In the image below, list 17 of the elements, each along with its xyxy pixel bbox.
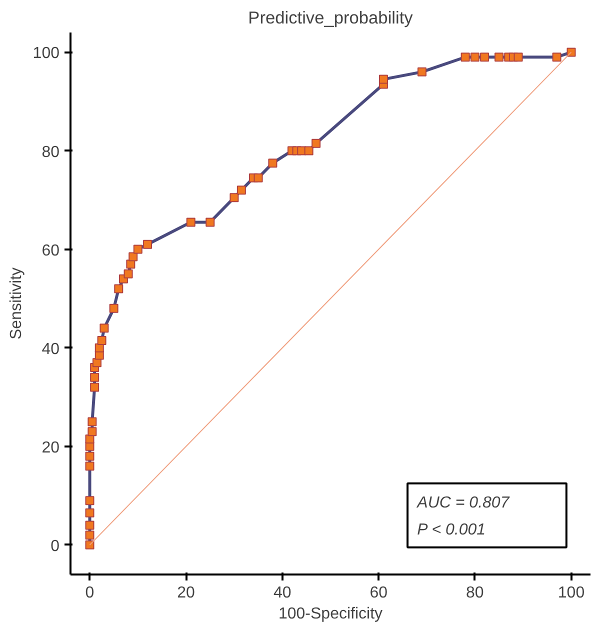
x-tick-label: 60 [370, 584, 388, 602]
y-tick-label: 80 [42, 144, 60, 161]
x-tick-label: 100 [558, 584, 585, 602]
y-axis-title: Sensitivity [8, 267, 25, 340]
x-tick-label: 0 [85, 584, 94, 602]
x-tick-label: 20 [177, 584, 196, 602]
annotation: P < 0.001 [417, 522, 486, 539]
x-tick-label: 80 [466, 584, 484, 602]
y-tick-label: 0 [50, 538, 60, 555]
x-axis-title: 100-Specificity [278, 606, 383, 622]
y-tick-label: 60 [42, 242, 60, 260]
x-tick-label: 40 [273, 584, 292, 602]
annotation: AUC = 0.807 [416, 494, 510, 512]
y-tick-label: 100 [32, 45, 60, 62]
y-tick-label: 20 [42, 439, 60, 456]
y-tick-label: 40 [42, 340, 60, 358]
chart-title: Predictive_probability [248, 8, 414, 28]
